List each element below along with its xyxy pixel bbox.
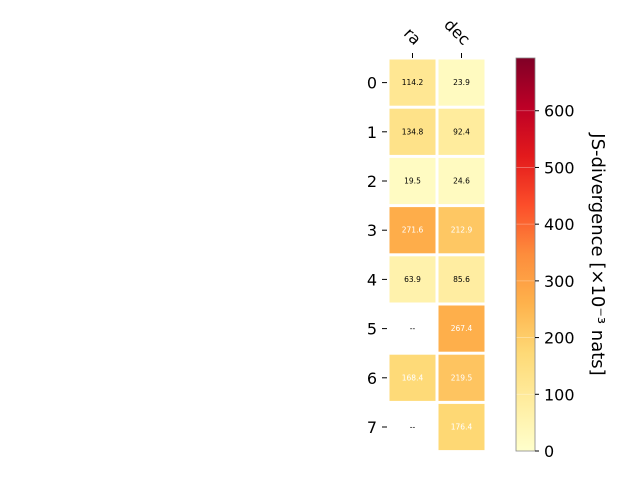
row-tick-label-6: 6 (367, 369, 377, 388)
colorbar-level-lines (516, 110, 535, 395)
row-tick-label-2: 2 (367, 172, 377, 191)
heatmap-cell-3-ra (389, 207, 436, 254)
row-tick-label-7: 7 (367, 418, 377, 437)
heatmap-cell-4-ra (389, 256, 436, 303)
cell-label-3-dec: 212.9 (451, 226, 473, 235)
heatmap-cell-2-ra (389, 157, 436, 205)
heatmap-cell-2-dec (438, 157, 485, 205)
row-tick-label-1: 1 (367, 123, 377, 142)
colorbar-tick-label: 200 (544, 329, 575, 348)
cell-label-1-ra: 134.8 (402, 127, 424, 136)
heatmap-cell-7-dec (438, 403, 485, 451)
heatmap-cell-0-ra (389, 59, 436, 106)
cell-label-6-ra: 168.4 (402, 373, 424, 382)
cell-label-3-ra: 271.6 (402, 226, 424, 235)
cell-label-6-dec: 219.5 (451, 373, 473, 382)
cell-label-4-ra: 63.9 (404, 275, 421, 284)
row-tick-label-3: 3 (367, 221, 377, 240)
colorbar-frame (515, 57, 536, 452)
cell-label-0-dec: 23.9 (453, 78, 470, 87)
cell-label-7-dec: 176.4 (451, 423, 473, 432)
column-tick-label-dec: dec (440, 15, 474, 49)
row-axis: 0 1 2 3 4 5 6 7 (367, 74, 387, 437)
colorbar: 0 100 200 300 400 500 600 JS-divergence [×10⁻³… (515, 57, 608, 461)
cell-label-1-dec: 92.4 (453, 127, 470, 136)
row-tick-label-5: 5 (367, 320, 377, 339)
cell-label-2-ra: 19.5 (404, 177, 421, 186)
colorbar-tick-label: 100 (544, 385, 575, 404)
cell-label-0-ra: 114.2 (402, 78, 424, 87)
heatmap-cell-4-dec (438, 256, 485, 303)
colorbar-tick-label: 0 (544, 442, 554, 461)
cell-label-5-dec: 267.4 (451, 324, 473, 333)
colorbar-ticks: 0 100 200 300 400 500 600 (535, 102, 575, 461)
row-tick-label-0: 0 (367, 74, 377, 93)
column-tick-label-ra: ra (400, 24, 425, 49)
colorbar-tick-label: 300 (544, 272, 575, 291)
colorbar-label: JS-divergence [×10⁻³ nats] (587, 132, 608, 375)
row-tick-label-4: 4 (367, 270, 377, 289)
colorbar-fill (516, 58, 535, 451)
heatmap-cell-3-dec (438, 207, 485, 254)
heatmap-cell-6-dec (438, 354, 485, 401)
colorbar-tick-label: 500 (544, 158, 575, 177)
heatmap-cell-1-dec (438, 108, 485, 155)
heatmap-cell-1-ra (389, 108, 436, 155)
heatmap-cell-5-dec (438, 305, 485, 352)
column-axis: ra dec (400, 15, 474, 58)
cell-label-7-ra: -- (410, 423, 416, 432)
colorbar-tick-label: 600 (544, 102, 575, 121)
cell-label-5-ra: -- (410, 324, 416, 333)
cell-label-2-dec: 24.6 (453, 177, 470, 186)
cell-label-4-dec: 85.6 (453, 275, 470, 284)
colorbar-tick-label: 400 (544, 215, 575, 234)
heatmap-cells: 114.2 23.9 134.8 92.4 19.5 24.6 271.6 212.9 63.9… (389, 59, 485, 451)
heatmap-cell-6-ra (389, 354, 436, 401)
heatmap-cell-0-dec (438, 59, 485, 106)
